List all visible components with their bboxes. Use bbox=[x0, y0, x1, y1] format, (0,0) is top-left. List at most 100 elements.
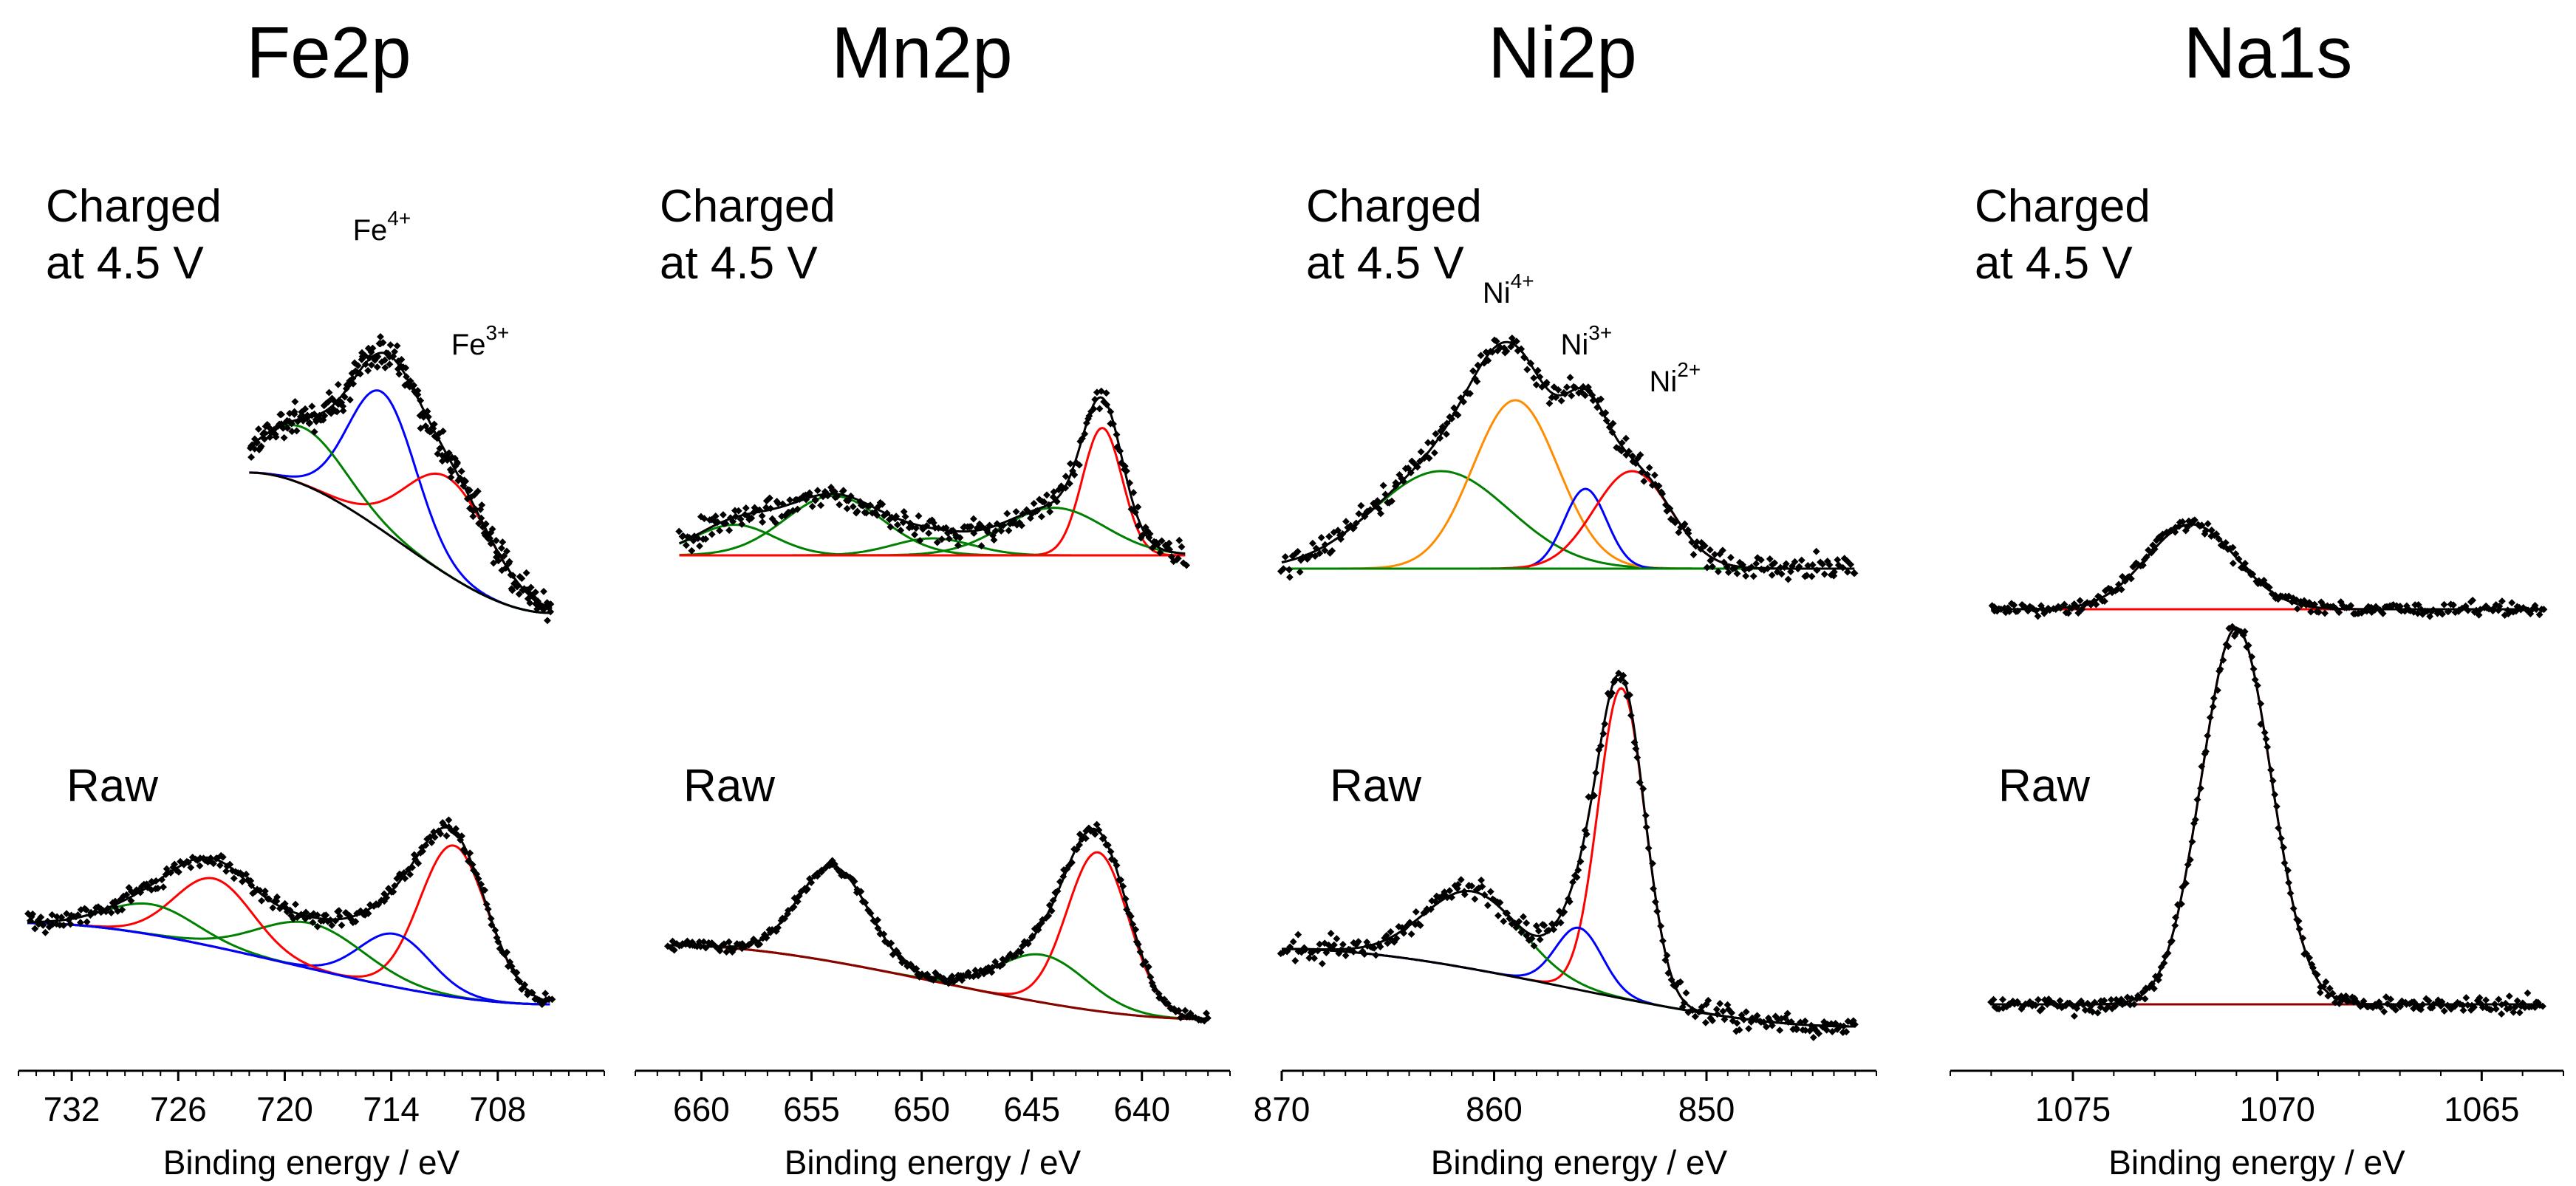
data-point bbox=[1545, 926, 1553, 934]
data-point bbox=[2115, 580, 2122, 589]
data-point bbox=[1478, 882, 1486, 891]
data-point bbox=[1317, 534, 1325, 541]
data-point bbox=[2070, 1012, 2078, 1020]
data-point bbox=[39, 921, 47, 929]
data-point bbox=[2311, 600, 2319, 609]
data-point bbox=[1777, 563, 1785, 572]
data-point bbox=[313, 911, 321, 919]
data-point bbox=[2198, 762, 2206, 770]
data-point bbox=[2182, 880, 2190, 888]
data-point bbox=[901, 513, 909, 521]
data-point bbox=[423, 408, 431, 415]
data-point bbox=[1102, 389, 1110, 397]
data-point bbox=[547, 600, 555, 609]
data-point bbox=[781, 914, 789, 922]
data-point bbox=[1454, 411, 1462, 419]
data-point bbox=[2475, 611, 2483, 619]
data-point bbox=[1065, 479, 1073, 487]
data-point bbox=[2156, 971, 2164, 979]
data-point bbox=[488, 921, 496, 929]
data-point bbox=[1753, 1012, 1761, 1020]
data-point bbox=[2087, 1002, 2095, 1010]
data-point bbox=[1289, 938, 1297, 946]
data-point bbox=[280, 433, 288, 442]
data-point bbox=[1156, 549, 1164, 557]
data-point bbox=[1019, 510, 1027, 518]
x-tick-label: 850 bbox=[1678, 1090, 1735, 1128]
data-point bbox=[2032, 1001, 2040, 1010]
data-point bbox=[1321, 546, 1329, 555]
data-point bbox=[292, 900, 299, 908]
data-point bbox=[462, 849, 469, 857]
data-point bbox=[1413, 463, 1421, 471]
component-curve-charged bbox=[249, 471, 551, 609]
data-point bbox=[1373, 497, 1381, 505]
data-point bbox=[1851, 569, 1859, 577]
data-point bbox=[1534, 927, 1542, 935]
data-point bbox=[2264, 743, 2272, 751]
component-curve-charged bbox=[679, 426, 1186, 557]
data-point bbox=[2269, 777, 2277, 785]
data-point bbox=[2014, 607, 2022, 615]
data-point bbox=[670, 946, 678, 954]
data-point bbox=[1058, 484, 1066, 492]
data-point bbox=[2267, 766, 2275, 774]
data-point bbox=[1372, 951, 1380, 959]
data-point bbox=[1091, 830, 1099, 838]
data-point bbox=[967, 523, 975, 530]
data-point bbox=[1658, 490, 1667, 498]
data-point bbox=[1468, 882, 1476, 890]
data-point bbox=[807, 879, 816, 887]
data-point bbox=[1174, 555, 1182, 563]
data-point bbox=[1608, 428, 1616, 436]
data-point bbox=[912, 524, 920, 532]
data-point bbox=[2261, 729, 2269, 736]
data-point bbox=[527, 583, 535, 592]
data-point bbox=[1442, 430, 1450, 438]
data-point bbox=[2010, 601, 2018, 609]
data-point bbox=[2414, 600, 2422, 609]
data-point bbox=[1847, 561, 1855, 569]
data-point bbox=[1053, 887, 1062, 895]
data-point bbox=[380, 356, 389, 364]
data-point bbox=[1450, 404, 1458, 412]
data-point bbox=[499, 538, 507, 546]
data-point bbox=[284, 424, 292, 432]
data-point bbox=[356, 370, 364, 378]
data-point bbox=[2091, 998, 2099, 1007]
data-point bbox=[2014, 999, 2022, 1007]
data-point bbox=[1793, 1026, 1800, 1034]
data-point bbox=[1663, 951, 1671, 959]
data-point bbox=[335, 907, 343, 915]
data-point bbox=[247, 881, 256, 889]
data-point bbox=[2171, 922, 2179, 930]
data-point bbox=[2248, 653, 2256, 661]
data-point bbox=[1581, 391, 1589, 400]
data-point bbox=[843, 504, 851, 513]
data-point bbox=[719, 511, 727, 519]
data-point bbox=[1301, 946, 1309, 954]
data-point bbox=[401, 874, 409, 882]
data-point bbox=[2387, 995, 2395, 1004]
data-point bbox=[1127, 912, 1135, 920]
data-point bbox=[774, 499, 782, 507]
data-point bbox=[813, 487, 821, 495]
data-point bbox=[759, 518, 767, 526]
data-point bbox=[817, 501, 825, 510]
data-point bbox=[1043, 491, 1050, 499]
data-point bbox=[2224, 642, 2232, 651]
data-point bbox=[2177, 900, 2185, 908]
data-point bbox=[1104, 841, 1112, 849]
data-point bbox=[414, 391, 422, 399]
peak-label-ion: Fe bbox=[451, 329, 486, 361]
data-point bbox=[1726, 554, 1735, 561]
data-point bbox=[395, 370, 403, 378]
data-point bbox=[1568, 391, 1576, 400]
data-point bbox=[457, 467, 465, 476]
data-point bbox=[1181, 1007, 1189, 1015]
data-point bbox=[1784, 575, 1792, 583]
data-point bbox=[2160, 959, 2168, 967]
data-point bbox=[2281, 859, 2289, 867]
data-point bbox=[861, 899, 870, 907]
data-point bbox=[748, 514, 756, 522]
